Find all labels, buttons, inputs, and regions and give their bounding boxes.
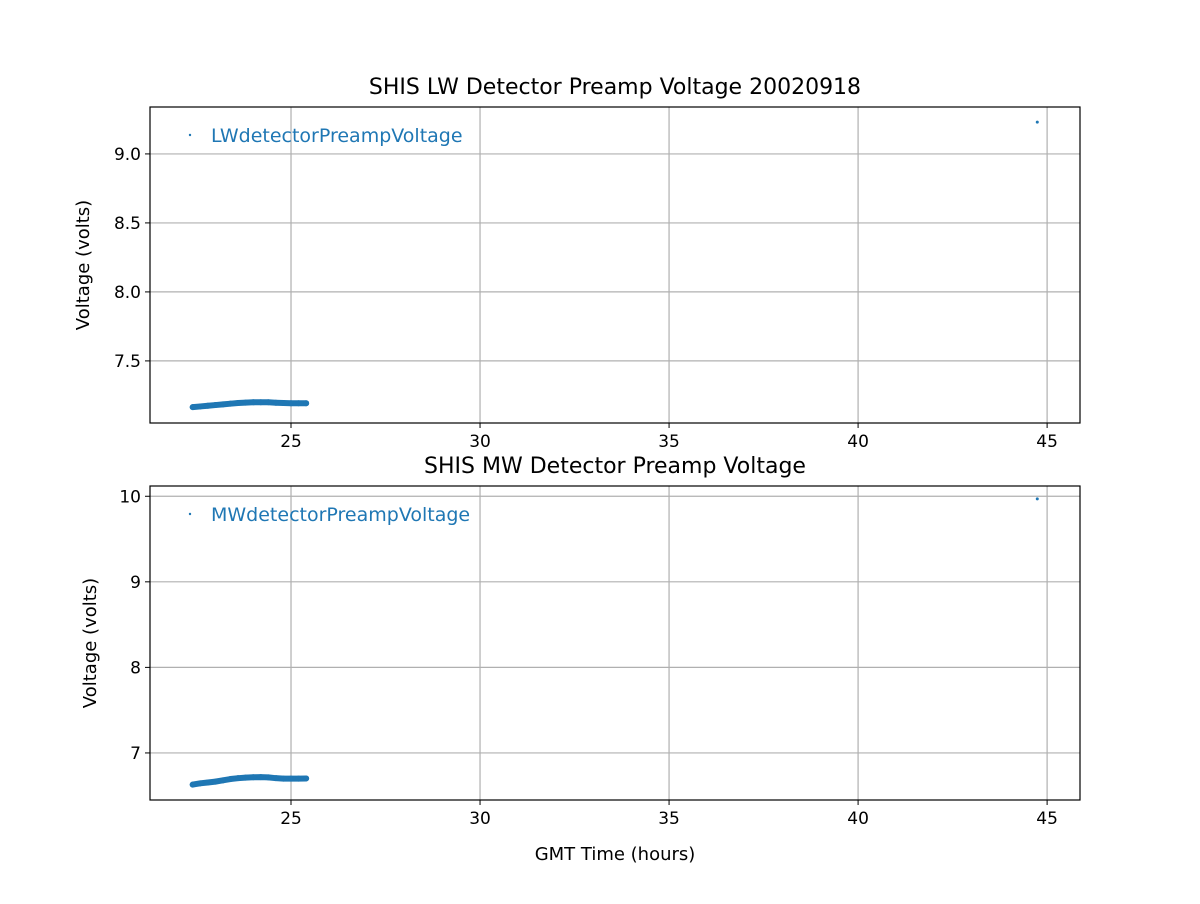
x-tick-label: 25 [280, 432, 302, 452]
data-point [212, 778, 219, 785]
series-LWdetectorPreampVoltage [190, 121, 1039, 410]
axes-frame [149, 106, 1081, 424]
data-point [197, 780, 204, 787]
data-point [272, 775, 279, 782]
chart-title: SHIS MW Detector Preamp Voltage [424, 454, 806, 479]
data-point [265, 774, 272, 781]
legend-marker [188, 133, 192, 137]
data-point [227, 400, 234, 407]
data-point [235, 775, 242, 782]
x-tick-label: 45 [1036, 809, 1058, 829]
data-point [189, 781, 196, 788]
data-point [227, 776, 234, 783]
x-tick-label: 25 [280, 809, 302, 829]
y-tick-label: 7 [130, 744, 141, 764]
data-point [250, 774, 257, 781]
x-tick-label: 30 [469, 809, 491, 829]
y-tick-label: 10 [119, 487, 141, 507]
data-point [235, 399, 242, 406]
x-tick-label: 45 [1036, 432, 1058, 452]
x-tick-label: 40 [847, 809, 869, 829]
subplot-2: 25 30 35 40 45 7 8 9 10 MWdetectorPreampVoltage SH… [80, 454, 1081, 865]
data-point [219, 777, 226, 784]
data-point [257, 774, 264, 781]
data-trace [193, 499, 1038, 785]
data-point [1035, 120, 1039, 124]
y-axis-label: Voltage (volts) [73, 200, 94, 330]
y-tick-label: 8 [130, 658, 141, 678]
data-point [295, 400, 302, 407]
data-point [280, 399, 287, 406]
y-tick-label: 9.0 [114, 145, 141, 165]
data-point [197, 403, 204, 410]
data-point [1035, 497, 1039, 501]
data-point [265, 399, 272, 406]
data-point [288, 400, 295, 407]
data-point [303, 400, 310, 407]
data-point [242, 399, 249, 406]
y-tick-label: 8.0 [114, 283, 141, 303]
data-point [280, 775, 287, 782]
data-point [303, 775, 310, 782]
data-point [189, 404, 196, 411]
y-tick-label: 8.5 [114, 214, 141, 234]
data-point [257, 399, 264, 406]
series-MWdetectorPreampVoltage [190, 497, 1039, 787]
x-axis-label: GMT Time (hours) [535, 844, 696, 865]
x-tick-label: 30 [469, 432, 491, 452]
data-point [242, 774, 249, 781]
axes-frame [149, 485, 1081, 801]
data-point [219, 401, 226, 408]
data-point [204, 779, 211, 786]
legend-label: MWdetectorPreampVoltage [211, 504, 470, 526]
legend-label: LWdetectorPreampVoltage [211, 125, 463, 147]
data-point [204, 402, 211, 409]
y-tick-label: 9 [130, 573, 141, 593]
data-point [272, 399, 279, 406]
x-tick-label: 35 [658, 432, 680, 452]
subplot-1: 25 30 35 40 45 7.5 8.0 8.5 9.0 LWdetectorPreampVo… [73, 75, 1081, 452]
data-trace [193, 122, 1038, 407]
data-point [295, 775, 302, 782]
x-tick-label: 40 [847, 432, 869, 452]
y-tick-label: 7.5 [114, 352, 141, 372]
x-tick-label: 35 [658, 809, 680, 829]
legend-marker [188, 512, 192, 516]
data-point [212, 402, 219, 409]
data-point [250, 399, 257, 406]
chart-title: SHIS LW Detector Preamp Voltage 20020918 [369, 75, 861, 100]
y-axis-label: Voltage (volts) [80, 578, 101, 708]
data-point [288, 775, 295, 782]
